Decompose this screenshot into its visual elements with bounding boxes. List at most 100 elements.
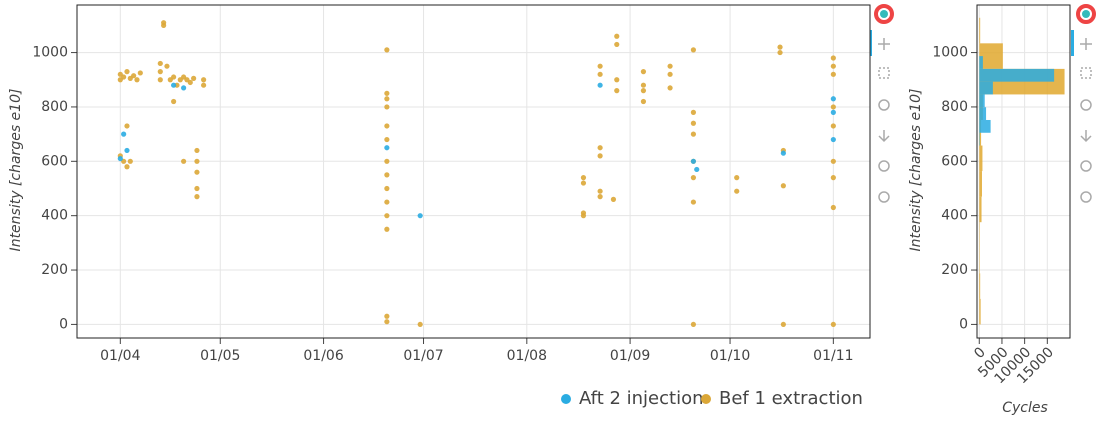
point [667,85,673,91]
point [194,158,200,164]
point [194,169,200,175]
histogram-bar [979,17,981,44]
point [830,204,836,211]
active-indicator [1071,30,1074,56]
y-tick-label: 600 [941,153,968,169]
x-tick-label: 01/09 [610,348,650,364]
point [157,60,163,67]
point [124,123,130,129]
toolbar-main [869,4,894,203]
point [614,88,620,94]
point [187,79,193,86]
histogram-bar [979,145,983,172]
y-tick-label: 0 [59,316,68,332]
point [667,63,673,69]
point [597,71,603,77]
histogram-bar [979,56,983,69]
point [830,158,836,164]
y-tick-label: 600 [41,153,68,169]
save-tool[interactable] [1080,130,1092,143]
point [597,145,603,151]
point [830,71,836,77]
point [830,123,836,129]
histogram-bar [979,119,991,133]
point [597,153,603,159]
histogram-bar [979,68,1055,82]
point [384,123,390,129]
bokeh-logo[interactable] [1076,4,1096,24]
point [830,63,836,69]
point [124,147,130,154]
wheel-zoom-tool[interactable] [1080,99,1092,111]
y-axis-label: Intensity [charges e10] [8,89,24,252]
bokeh-logo[interactable] [874,4,894,24]
histogram-bar [979,298,981,325]
point [171,74,177,80]
point [580,175,587,181]
point [597,63,603,69]
reset-tool[interactable] [878,160,890,172]
box-zoom-tool[interactable] [1080,67,1092,79]
point [117,155,123,162]
point [830,175,836,181]
y-tick-label: 400 [41,208,68,224]
point [690,131,697,137]
point [157,69,163,75]
histogram-bar [979,273,981,299]
bokeh-logo-inner [1082,10,1090,18]
y-tick-label: 1000 [32,45,68,61]
point [830,321,836,328]
point [124,69,130,75]
point [181,85,187,91]
point [164,63,170,69]
point [161,22,167,28]
plot-border [76,4,871,339]
x-tick-label: 01/08 [507,348,547,364]
point [690,158,697,164]
legend-label: Aft 2 injection [579,388,704,409]
histogram-bar [979,107,987,120]
y-tick-label: 0 [959,316,968,332]
point [384,319,390,325]
x-tick-label: 01/06 [303,348,343,364]
point [194,147,200,154]
wheel-zoom-tool[interactable] [878,99,890,111]
point [614,77,620,83]
plot-border [976,4,1071,339]
histogram-bar [979,171,982,197]
point [780,183,786,189]
box-zoom-tool[interactable] [878,67,890,79]
point [384,90,390,96]
histogram-bar [979,81,993,95]
pan-tool[interactable] [1080,38,1092,50]
point [417,321,423,328]
histogram-bar [979,119,982,146]
point [384,185,390,192]
point [640,69,647,75]
point [384,104,390,110]
point [384,47,390,53]
point [121,131,127,137]
point [384,199,390,205]
point [124,164,130,170]
point [830,55,836,61]
x-tick-label: 01/05 [200,348,240,364]
point [690,109,697,115]
help-tool[interactable] [878,191,890,203]
point [131,73,137,79]
point [690,120,697,126]
point [157,77,163,83]
x-axis-label: Cycles [1002,400,1048,416]
toolbar-hist [1071,4,1096,203]
point [830,96,836,102]
point [734,188,740,194]
point [690,199,697,205]
help-tool[interactable] [1080,191,1092,203]
point [181,158,187,164]
pan-tool[interactable] [878,38,890,50]
reset-tool[interactable] [1080,160,1092,172]
y-tick-label: 1000 [932,45,968,61]
save-tool[interactable] [878,130,890,143]
x-tick-label: 01/11 [813,348,853,364]
y-tick-label: 800 [41,99,68,115]
